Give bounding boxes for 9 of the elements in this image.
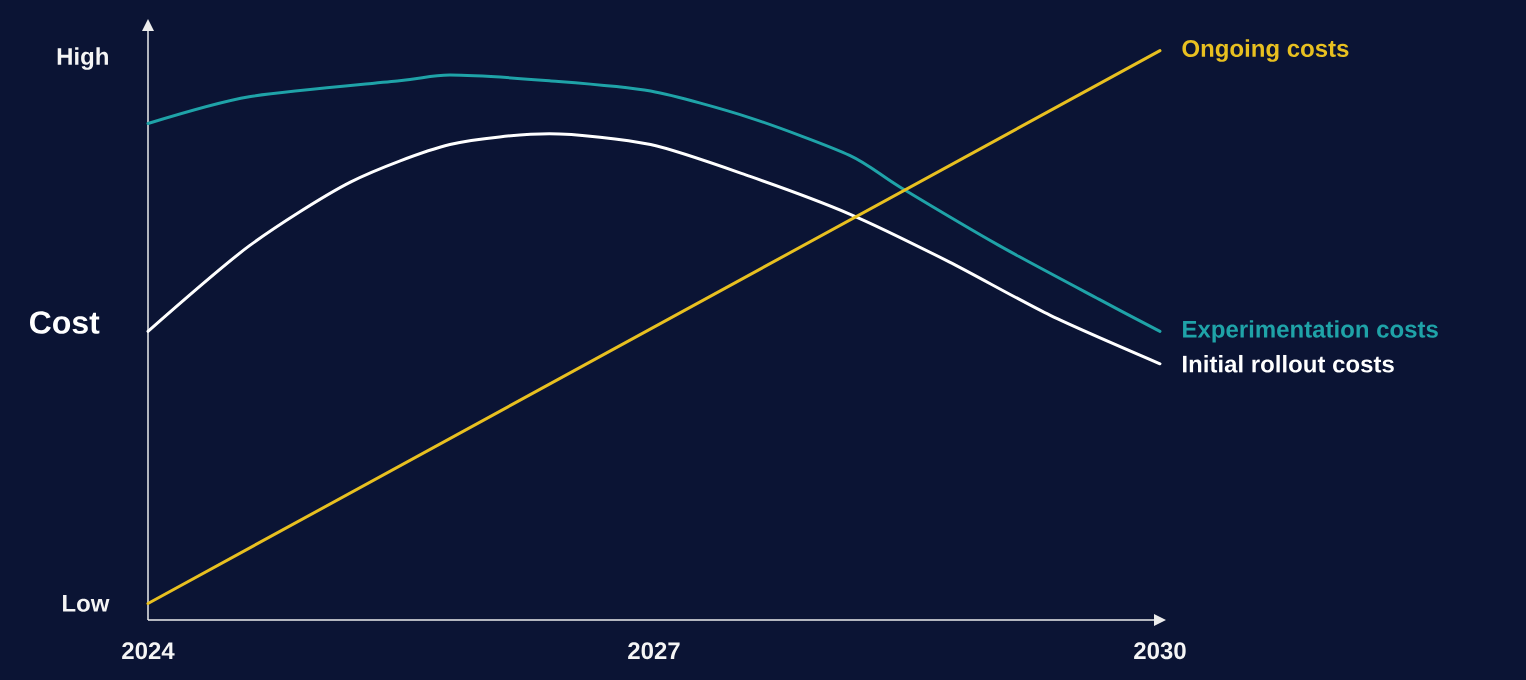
text: Low bbox=[63, 595, 110, 612]
series-label: Experimentation costs bbox=[1183, 320, 1438, 343]
x-tick-label: 2030 bbox=[1134, 642, 1186, 660]
x-tick-label: 2027 bbox=[628, 642, 680, 660]
x-tick-label: 2024 bbox=[122, 642, 175, 660]
series-label: Initial rollout costs bbox=[1183, 354, 1394, 373]
series-label: Ongoing costs bbox=[1182, 39, 1349, 62]
text: High bbox=[57, 47, 108, 70]
y-axis-title: Cost bbox=[30, 311, 100, 334]
